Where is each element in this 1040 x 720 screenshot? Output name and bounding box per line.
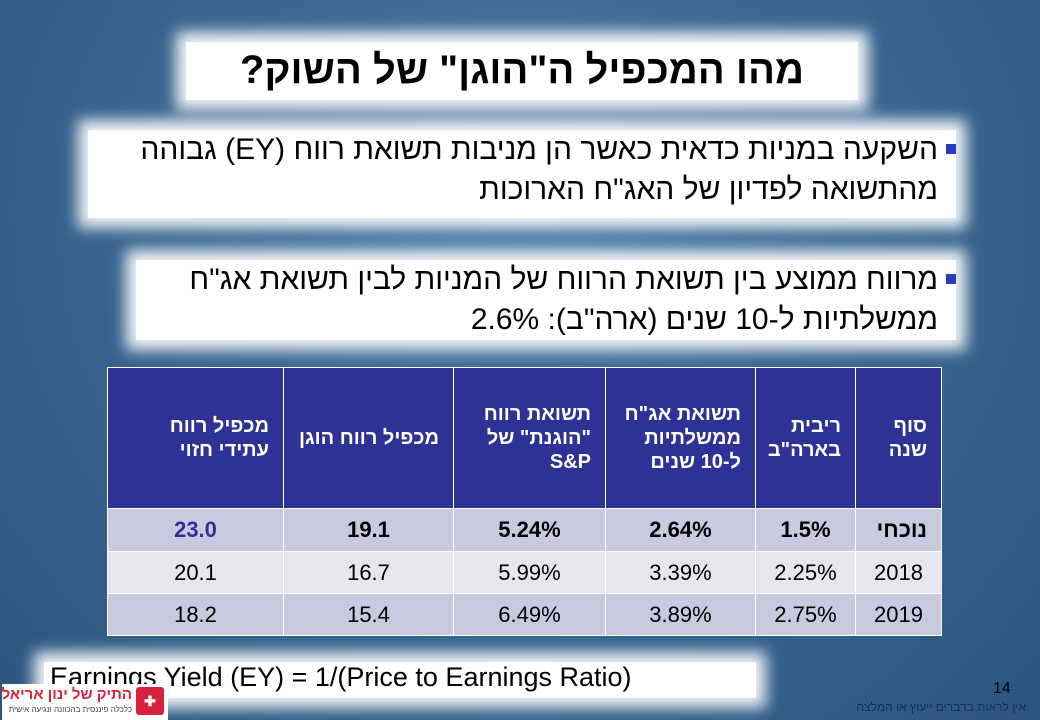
header-forward-pe: מכפיל רווח עתידי חזוי [107,367,284,509]
cell-forward-pe: 23.0 [107,508,284,552]
cell-fair-yield: 6.49% [453,593,606,636]
brand-logo: ✚ התיק של ינון אריאלי כלכלה פיננסית בהכו… [0,684,168,720]
cell-fair-yield: 5.24% [453,508,606,552]
bullet-icon [946,274,956,284]
logo-name: התיק של ינון אריאלי [0,686,132,703]
slide-title: מהו המכפיל ה"הוגן" של השוק? [239,48,805,92]
bullet-text-2: מרווח ממוצע בין תשואת הרווח של המניות לב… [189,263,938,336]
cell-bond-yield: 3.39% [605,551,756,594]
logo-tagline: כלכלה פיננסית בהכוונה ונגיעה אישית [8,705,132,714]
cell-fair-pe: 15.4 [283,593,454,636]
cell-year: נוכחי [855,508,942,552]
header-bond-yield: תשואת אג"ח ממשלתיות ל-10 שנים [605,367,756,509]
briefcase-icon: ✚ [136,687,164,715]
cell-us-rate: 1.5% [755,508,856,552]
cell-forward-pe: 18.2 [107,593,284,636]
cell-fair-pe: 16.7 [283,551,454,594]
cell-us-rate: 2.25% [755,551,856,594]
bullet-text-1: השקעה במניות כדאית כאשר הן מניבות תשואת … [140,133,938,206]
table-row: נוכחי 1.5% 2.64% 5.24% 19.1 23.0 [107,508,942,552]
cell-forward-pe: 20.1 [107,551,284,594]
bullet-icon [946,144,956,154]
cell-bond-yield: 3.89% [605,593,756,636]
table-row: 2018 2.25% 3.39% 5.99% 16.7 20.1 [107,551,942,594]
header-fair-yield: תשואת רווח "הוגנת" של S&P [453,367,606,509]
cell-us-rate: 2.75% [755,593,856,636]
bullet-panel-1: השקעה במניות כדאית כאשר הן מניבות תשואת … [88,130,956,218]
cell-year: 2018 [855,551,942,594]
header-us-rate: ריבית בארה"ב [755,367,856,509]
table-row: 2019 2.75% 3.89% 6.49% 15.4 18.2 [107,593,942,636]
page-number: 14 [993,680,1011,697]
disclaimer: אין לראות בדברים ייעוץ או המלצה [856,700,1027,714]
bullet-panel-2: מרווח ממוצע בין תשואת הרווח של המניות לב… [136,260,956,340]
pe-table: סוף שנה ריבית בארה"ב תשואת אג"ח ממשלתיות… [107,367,942,636]
cell-year: 2019 [855,593,942,636]
table-header-row: סוף שנה ריבית בארה"ב תשואת אג"ח ממשלתיות… [107,367,942,509]
cell-fair-yield: 5.99% [453,551,606,594]
cell-fair-pe: 19.1 [283,508,454,552]
header-year: סוף שנה [855,367,942,509]
cell-bond-yield: 2.64% [605,508,756,552]
header-fair-pe: מכפיל רווח הוגן [283,367,454,509]
title-panel: מהו המכפיל ה"הוגן" של השוק? [186,42,858,100]
